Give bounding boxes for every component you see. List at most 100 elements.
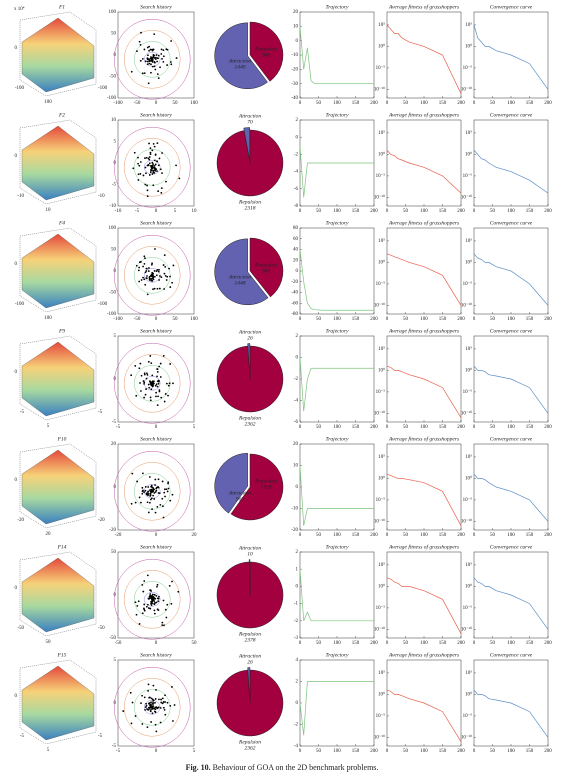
x-tick-label: 150: [526, 425, 534, 430]
pie-slice-repulsion: [249, 237, 284, 298]
x-tick-label: 150: [352, 101, 360, 106]
search-point: [157, 597, 160, 600]
y-tick-label: 10⁵: [378, 22, 385, 28]
search-point: [146, 501, 149, 504]
surface-z-tick: 0: [15, 478, 18, 483]
x-tick-label: 0: [386, 209, 389, 214]
y-tick-label: 10⁻¹⁰: [461, 411, 472, 417]
y-tick-label: -80: [291, 312, 298, 317]
panel-title: Trajectory: [326, 112, 349, 118]
y-tick-label: -2: [294, 377, 299, 382]
search-point: [160, 191, 163, 194]
y-tick-label: 0: [114, 53, 117, 58]
search-point: [149, 704, 151, 707]
search-point: [139, 161, 142, 163]
x-tick-label: 200: [457, 425, 465, 430]
search-point: [149, 710, 152, 713]
search-point: [149, 498, 152, 501]
x-tick-label: 100: [333, 209, 341, 214]
repulsion-value: 2362: [245, 421, 256, 427]
search-point: [143, 491, 145, 494]
caption: Fig. 10. Behaviour of GOA on the 2D benc…: [186, 763, 379, 772]
x-tick-label: 0: [299, 101, 302, 106]
search-point: [144, 166, 147, 169]
search-point: [142, 607, 145, 610]
search-point: [151, 272, 154, 275]
search-point: [158, 698, 160, 701]
surface-x-tick: 100: [44, 100, 52, 105]
search-point: [122, 710, 125, 712]
contour: [113, 343, 191, 424]
search-point: [135, 394, 138, 397]
search-point: [151, 385, 154, 388]
search-point: [140, 390, 142, 392]
search-point: [136, 50, 138, 53]
search-point: [154, 169, 157, 172]
x-tick-label: 100: [420, 641, 428, 646]
contour: [133, 41, 171, 78]
search-point: [156, 375, 158, 378]
y-tick-label: 10⁵: [378, 346, 385, 352]
search-point: [164, 393, 167, 395]
y-tick-label: 10⁻⁵: [463, 713, 473, 719]
search-point: [175, 164, 177, 167]
search-point: [163, 288, 166, 290]
repulsion-value: 2318: [245, 205, 256, 211]
search-point: [143, 255, 146, 258]
search-point: [154, 478, 157, 481]
surface-y-tick: -100: [98, 86, 108, 91]
search-point: [151, 708, 154, 710]
repulsion-label: Repulsion: [238, 631, 261, 637]
search-point: [151, 593, 154, 596]
search-point: [163, 272, 166, 275]
fitness-box: [386, 551, 462, 639]
panel-title: Search history: [140, 220, 172, 226]
search-point: [171, 281, 174, 284]
y-tick-label: 20: [293, 10, 299, 15]
convergence-line: [473, 473, 549, 522]
x-tick-label: 20: [192, 533, 198, 538]
x-tick-label: 0: [473, 641, 476, 646]
x-tick-label: 50: [173, 101, 179, 106]
x-tick-label: 100: [507, 641, 515, 646]
search-point: [154, 68, 157, 71]
panel-title: Search history: [140, 436, 172, 442]
repulsion-label: Repulsion: [238, 199, 261, 205]
fitness-line: [386, 253, 462, 306]
search-point: [169, 61, 172, 63]
y-tick-label: -6: [294, 420, 299, 425]
panel-title: Search history: [140, 112, 172, 118]
search-point: [141, 612, 144, 615]
y-tick-label: -10: [109, 204, 116, 209]
search-point: [151, 712, 154, 715]
x-tick-label: 0: [155, 749, 158, 754]
y-tick-label: 10⁵: [465, 130, 472, 136]
y-tick-label: -10: [291, 53, 298, 58]
search-point: [151, 274, 154, 276]
surface: [21, 341, 95, 417]
pie-slice-repulsion: [216, 345, 284, 413]
search-point: [156, 268, 159, 271]
search-point: [143, 603, 146, 606]
x-tick-label: -50: [115, 641, 122, 646]
search-point: [142, 590, 145, 593]
y-tick-label: 10⁻⁵: [376, 389, 386, 395]
search-point: [135, 613, 138, 616]
search-point: [149, 589, 151, 592]
trajectory-line: [299, 145, 374, 198]
surface: [21, 557, 95, 633]
surface-x-tick: 10: [46, 208, 52, 213]
search-point: [151, 161, 154, 164]
y-tick-label: 10⁻⁵: [376, 173, 386, 179]
search-point: [157, 270, 160, 273]
search-point: [164, 694, 166, 697]
search-point: [150, 166, 153, 169]
y-tick-label: -2: [294, 153, 299, 158]
surface-box: [19, 335, 97, 421]
search-point: [150, 705, 153, 708]
search-point: [142, 472, 144, 475]
search-point: [169, 499, 172, 502]
search-point: [144, 283, 147, 286]
search-point: [161, 702, 164, 705]
